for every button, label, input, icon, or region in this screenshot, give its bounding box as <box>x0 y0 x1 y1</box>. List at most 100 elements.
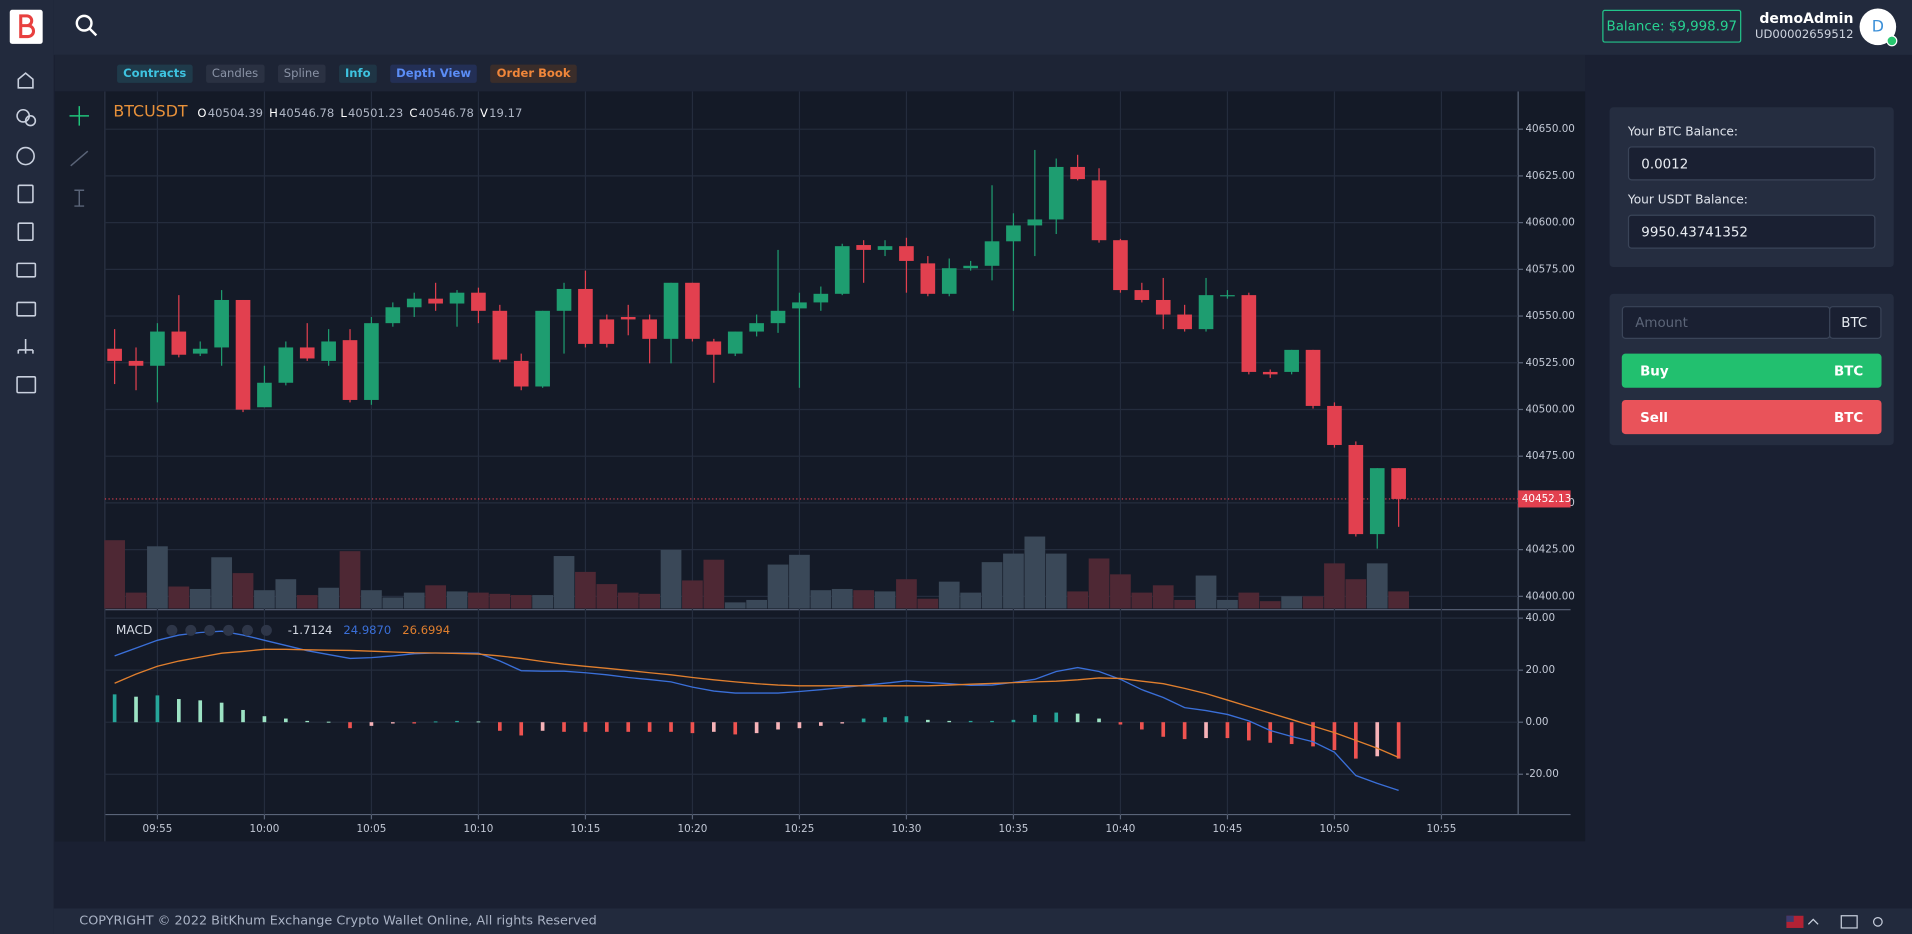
macd-histogram-bar <box>433 721 438 723</box>
volume-bar <box>147 546 168 609</box>
readout-value: 40504.39 <box>208 106 263 120</box>
orders-icon[interactable] <box>17 222 34 242</box>
volume-bar <box>660 549 682 609</box>
buy-button[interactable]: Buy BTC <box>1621 353 1882 388</box>
sidebar-icons <box>9 9 43 394</box>
candle-body <box>1027 219 1043 226</box>
candle-body <box>813 293 829 303</box>
tab[interactable]: Depth View <box>390 64 478 83</box>
candle-body <box>150 331 165 366</box>
macd-histogram-bar <box>819 722 823 726</box>
readout-value: 40546.78 <box>419 106 474 120</box>
tab[interactable]: Spline <box>277 64 326 83</box>
y-tick-label: 40500.00 <box>1525 403 1574 415</box>
candle-body <box>321 341 336 361</box>
candle-body <box>1284 349 1299 372</box>
volume-bar <box>639 593 660 609</box>
volume-bar <box>1238 592 1260 609</box>
volume-bar <box>1195 575 1217 609</box>
y-tick-label: 0.00 <box>1525 716 1548 728</box>
volume-bar <box>403 592 425 609</box>
candle-body <box>899 246 914 261</box>
coins-icon-2 <box>24 115 37 127</box>
volume-bar <box>1388 591 1410 609</box>
macd-histogram-bar <box>1332 722 1337 751</box>
macd-histogram-bar <box>1161 722 1166 737</box>
macd-histogram-bar <box>283 718 288 723</box>
wallet-icon[interactable] <box>16 262 37 278</box>
volume-bar <box>1067 591 1089 609</box>
search-icon[interactable] <box>74 13 98 37</box>
amount-input[interactable]: Amount <box>1621 306 1831 339</box>
volume-bar <box>425 585 446 609</box>
balance-button[interactable]: Balance: $9,998.97 <box>1602 9 1742 43</box>
network-icon[interactable] <box>17 338 34 354</box>
sell-button[interactable]: Sell BTC <box>1621 399 1882 435</box>
last-price-label: 40452.13 <box>1522 493 1571 505</box>
tab[interactable]: Contracts <box>117 64 193 83</box>
readout-value: 19.17 <box>489 106 522 120</box>
home-icon[interactable] <box>17 72 34 89</box>
candle-body <box>984 241 1000 266</box>
theme-icon[interactable] <box>1872 916 1883 927</box>
volume-bar <box>703 559 725 609</box>
footer-icons <box>1786 915 1883 929</box>
x-tick-label: 10:55 <box>1427 823 1457 835</box>
volume-bar <box>853 590 874 609</box>
chart-panel <box>54 91 1586 842</box>
chevron-up[interactable] <box>1807 918 1819 925</box>
readout-value: 40546.78 <box>279 106 334 120</box>
candle-body <box>385 307 401 324</box>
y-tick-label: 40400.00 <box>1525 590 1574 602</box>
briefcase-icon[interactable] <box>16 301 37 317</box>
sell-unit: BTC <box>1834 409 1864 425</box>
dollar-icon[interactable] <box>16 146 35 166</box>
volume-bar <box>1259 601 1281 609</box>
volume-bar <box>1003 553 1024 609</box>
volume-bar <box>1045 553 1067 609</box>
volume-bar <box>874 591 896 609</box>
macd-histogram-bar <box>883 717 887 723</box>
macd-histogram-bar <box>455 720 459 723</box>
text-tool[interactable] <box>74 189 85 207</box>
volume-bar <box>553 556 575 609</box>
tab[interactable]: Info <box>338 64 377 83</box>
candle-body <box>963 265 978 269</box>
candle-body <box>727 331 743 354</box>
crosshair-tool[interactable] <box>69 106 90 126</box>
candle-body <box>171 331 187 355</box>
tab[interactable]: Order Book <box>490 64 577 83</box>
screen-icon[interactable] <box>1840 915 1858 929</box>
macd-histogram-bar <box>348 722 352 729</box>
user-id: UD00002659512 <box>1754 28 1854 42</box>
readout-key: C <box>409 106 417 120</box>
candle-body <box>1262 371 1278 375</box>
macd-histogram-bar <box>219 702 224 723</box>
chart-tabs: Contracts Candles Spline Info Depth View… <box>54 54 1586 92</box>
macd-control <box>242 624 253 636</box>
volume-bar <box>489 593 511 609</box>
macd-histogram-bar <box>134 696 138 723</box>
candle-body <box>1391 468 1406 499</box>
volume-bar <box>789 554 810 609</box>
candle-body <box>492 310 508 360</box>
calendar-icon[interactable] <box>16 375 37 394</box>
line-tool[interactable] <box>70 150 89 167</box>
trade-panel: Amount BTC Buy BTC Sell BTC <box>1609 293 1894 446</box>
x-tick-label: 10:50 <box>1320 823 1350 835</box>
tab[interactable]: Candles <box>205 64 265 83</box>
macd-histogram-bar <box>1247 722 1251 741</box>
candle-body <box>578 288 593 344</box>
x-tick-label: 10:35 <box>999 823 1029 835</box>
macd-histogram-bar <box>1268 722 1273 743</box>
volume-bar <box>1324 563 1345 609</box>
candle-body <box>1241 295 1257 372</box>
x-tick-label: 10:00 <box>249 823 279 835</box>
volume-bar <box>361 590 382 609</box>
volume-bar <box>1110 574 1131 609</box>
candle-body <box>214 299 229 348</box>
sell-label: Sell <box>1640 409 1669 425</box>
readout-key: O <box>197 106 206 120</box>
candle-body <box>834 246 850 294</box>
contacts-icon[interactable] <box>17 184 34 204</box>
